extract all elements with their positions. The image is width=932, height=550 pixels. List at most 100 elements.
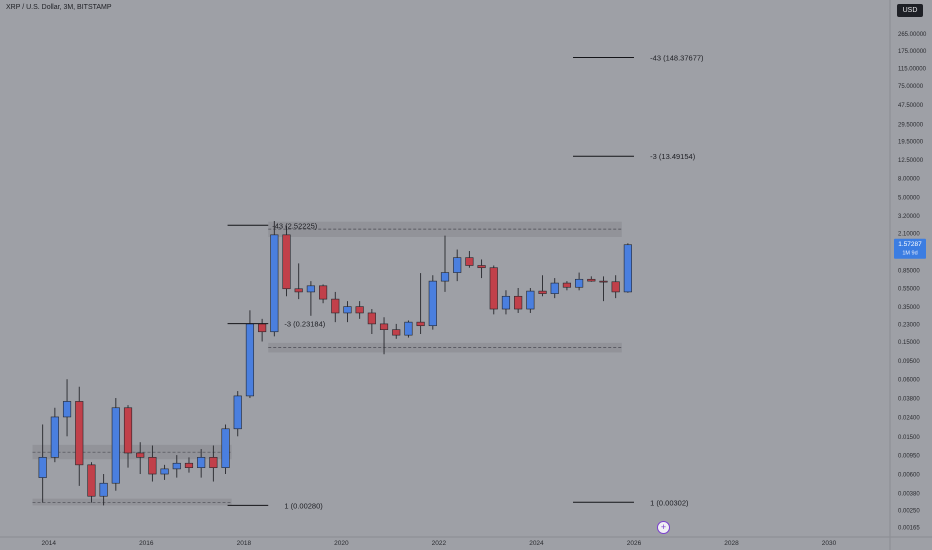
- y-tick-label: 0.00600: [898, 473, 920, 479]
- x-tick-label: 2014: [42, 540, 57, 547]
- candle-body-up: [453, 257, 462, 273]
- y-tick-label: 115.00000: [898, 67, 927, 73]
- candle-body-down: [282, 234, 291, 290]
- y-tick-label: 29.50000: [898, 123, 924, 129]
- candle-body-up: [623, 244, 632, 293]
- plus-circle-icon[interactable]: +: [657, 521, 670, 534]
- candle-body-up: [343, 306, 352, 314]
- x-tick-label: 2022: [432, 540, 447, 547]
- candle-body-down: [562, 282, 571, 288]
- candle: [62, 379, 72, 437]
- candle-body-down: [514, 295, 523, 310]
- candle-body-up: [428, 280, 437, 327]
- y-tick-label: 265.00000: [898, 32, 927, 38]
- candle: [514, 288, 523, 313]
- candle-body-up: [526, 290, 535, 310]
- candle-body-down: [465, 257, 474, 266]
- candle-body-down: [209, 457, 218, 468]
- y-tick-label: 5.00000: [898, 196, 920, 202]
- candle-body-down: [184, 462, 194, 468]
- y-tick-label: 0.00380: [898, 491, 920, 497]
- candle: [367, 309, 376, 334]
- candle: [587, 276, 596, 282]
- candle-body-down: [258, 323, 267, 333]
- candle-body-up: [501, 295, 511, 310]
- x-tick-label: 2028: [724, 540, 739, 547]
- candle-body-down: [489, 267, 498, 310]
- candle-body-up: [62, 401, 72, 418]
- y-tick-label: 0.03800: [898, 397, 920, 403]
- candle: [282, 225, 291, 297]
- candle: [355, 301, 364, 319]
- candle-body-down: [477, 265, 486, 269]
- candle: [306, 281, 315, 316]
- y-tick-label: 75.00000: [898, 84, 924, 90]
- last-price-value: 1.57287: [898, 241, 922, 248]
- fib-level-label: -3 (0.23184): [284, 320, 325, 329]
- x-tick-label: 2024: [529, 540, 544, 547]
- fib-level-label: -3 (13.49154): [650, 152, 696, 161]
- candle-body-up: [404, 321, 413, 336]
- candle: [379, 317, 389, 355]
- candle: [599, 276, 608, 302]
- y-tick-label: 0.85000: [898, 269, 920, 275]
- candle-body-down: [75, 401, 84, 466]
- candle-body-up: [270, 234, 279, 333]
- candle: [99, 474, 108, 506]
- y-tick-label: 0.00165: [898, 526, 920, 532]
- candle: [319, 284, 328, 304]
- candle: [489, 265, 498, 315]
- x-tick-label: 2016: [139, 540, 154, 547]
- candle: [453, 249, 462, 282]
- candle: [148, 445, 157, 482]
- candle-body-down: [538, 290, 547, 294]
- candle-body-up: [550, 282, 559, 294]
- candle-body-down: [331, 298, 340, 314]
- candle: [575, 272, 584, 291]
- candle-body-down: [599, 280, 608, 283]
- candle-body-down: [367, 312, 376, 325]
- y-tick-label: 19.50000: [898, 140, 924, 146]
- y-tick-label: 0.15000: [898, 340, 920, 346]
- candle-body-down: [294, 288, 303, 293]
- x-tick-label: 2026: [627, 540, 642, 547]
- currency-button[interactable]: USD: [897, 4, 923, 17]
- y-tick-label: 8.00000: [898, 176, 920, 182]
- fib-level-label: -43 (2.52225): [272, 221, 318, 230]
- candle-body-up: [38, 457, 47, 478]
- y-tick-label: 0.55000: [898, 287, 920, 293]
- candle: [550, 278, 559, 299]
- y-tick-label: 0.06000: [898, 378, 920, 384]
- candle-body-up: [111, 407, 120, 484]
- candle-body-up: [245, 323, 255, 397]
- candle-body-up: [306, 285, 315, 293]
- last-price-tag: [894, 238, 926, 259]
- candle: [294, 263, 303, 300]
- candle-body-up: [50, 416, 59, 458]
- y-tick-label: 12.50000: [898, 158, 924, 164]
- last-price-countdown: 1M 9d: [902, 251, 917, 257]
- candle: [75, 386, 84, 486]
- candle: [623, 243, 632, 293]
- candle: [184, 457, 194, 473]
- candle: [172, 455, 181, 478]
- candle: [270, 220, 279, 337]
- candle-body-up: [99, 482, 108, 497]
- candle: [38, 424, 47, 503]
- symbol-title: XRP / U.S. Dollar, 3M, BITSTAMP: [6, 4, 112, 11]
- candle: [50, 407, 59, 463]
- candle-body-down: [123, 407, 133, 454]
- candle-body-down: [87, 464, 96, 497]
- y-tick-label: 0.00250: [898, 509, 920, 515]
- candle-body-down: [587, 278, 596, 282]
- fib-level-label: -43 (148.37677): [650, 54, 704, 63]
- candle: [87, 462, 96, 503]
- candle: [221, 424, 230, 475]
- candle-body-up: [575, 278, 584, 288]
- candle: [209, 445, 218, 482]
- candle: [136, 442, 145, 475]
- y-tick-label: 3.20000: [898, 214, 920, 220]
- x-tick-label: 2020: [334, 540, 349, 547]
